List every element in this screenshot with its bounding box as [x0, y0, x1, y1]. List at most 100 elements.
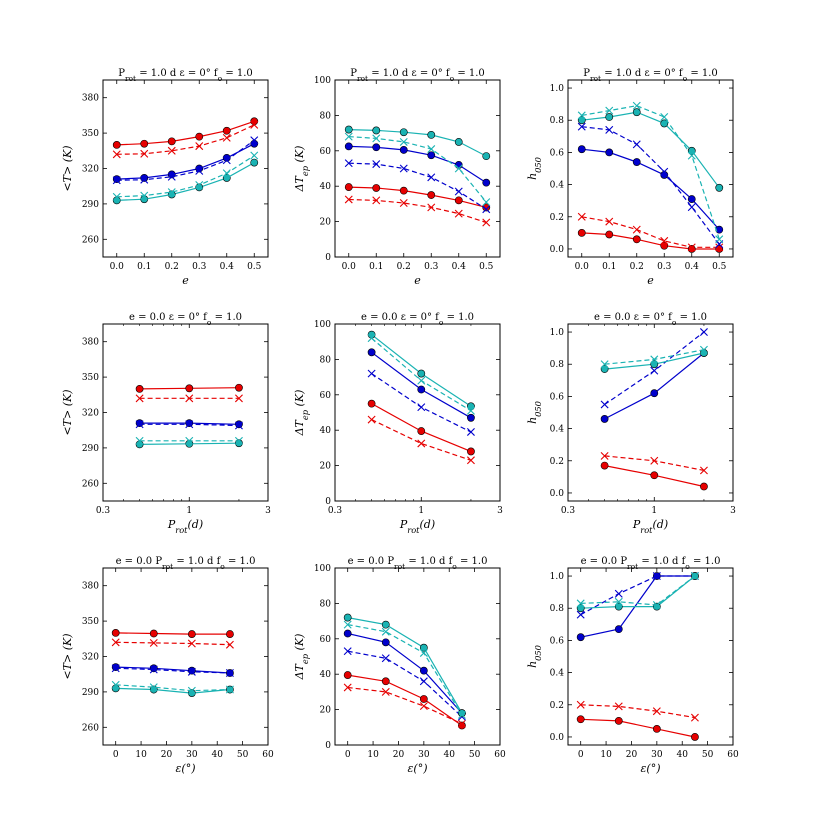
y-tick-label: 0.0	[550, 245, 565, 255]
x-tick-label: 0.0	[575, 262, 590, 272]
plot-frame	[102, 323, 269, 502]
data-point-circle	[652, 725, 661, 733]
data-point-x	[417, 376, 426, 385]
data-point-circle	[427, 191, 436, 199]
series-line-cyan-solid	[116, 162, 255, 201]
data-point-x	[111, 680, 120, 689]
data-point-x	[600, 451, 609, 460]
data-point-circle	[235, 383, 243, 392]
data-point-circle	[250, 117, 259, 126]
y-tick-label: 60	[320, 391, 332, 401]
data-point-x	[419, 677, 428, 686]
plot-frame	[102, 79, 269, 258]
data-point-x	[234, 421, 243, 430]
data-point-circle	[576, 633, 585, 642]
y-tick-label: 320	[82, 409, 99, 419]
x-tick-label: 0.3	[96, 506, 111, 516]
chart-title: e = 0.0 ε = 0° fo = 1.0	[361, 312, 474, 327]
data-point-circle	[367, 330, 376, 339]
data-point-x	[187, 667, 196, 676]
y-axis-label: <T> (K)	[61, 389, 74, 435]
y-tick-label: 320	[82, 165, 99, 175]
data-point-x	[195, 142, 204, 151]
x-tick-label: 50	[237, 750, 249, 760]
data-point-x	[614, 702, 623, 711]
data-point-circle	[427, 130, 436, 139]
data-point-circle	[135, 440, 144, 449]
data-point-x	[135, 436, 144, 445]
y-tick-label: 60	[320, 147, 332, 157]
x-tick-label: 20	[161, 750, 173, 760]
data-point-circle	[632, 108, 641, 117]
series-line-red-solid	[348, 186, 487, 208]
data-point-circle	[250, 139, 259, 148]
chart-panel-5: 0.3 1 3 0 20 40 60 80 100 e = 0.0 ε = 0° fo = 1.0…	[293, 312, 503, 535]
data-point-x	[605, 106, 614, 115]
data-point-x	[344, 159, 353, 168]
y-tick-label: 260	[82, 479, 99, 489]
x-tick-label: 60	[727, 750, 739, 760]
data-point-x	[482, 218, 491, 227]
series-line-red-dashed	[371, 419, 472, 461]
series-line-cyan-dashed	[580, 575, 696, 606]
series-line-cyan-solid	[348, 129, 487, 157]
x-tick-label: 40	[677, 750, 689, 760]
chart-panel-2: 0.0 0.1 0.2 0.3 0.4 0.5 0 20 40 60 80 100 Prot = 1.0…	[293, 68, 501, 287]
y-tick-label: 40	[320, 182, 332, 192]
chart-panel-9: 0 10 20 30 40 50 60 0.0 0.2 0.4 0.6 0.8 1.0 e = 0.0 P…	[526, 556, 739, 775]
data-point-circle	[343, 613, 352, 622]
y-tick-label: 260	[82, 235, 99, 245]
data-point-x	[650, 355, 659, 364]
data-point-x	[699, 345, 708, 354]
x-tick-label: 1	[651, 506, 657, 516]
y-tick-label: 1.0	[550, 328, 565, 338]
data-point-circle	[185, 384, 194, 393]
data-point-x	[650, 366, 659, 375]
data-point-x	[111, 664, 120, 673]
data-point-circle	[482, 152, 491, 161]
data-point-circle	[687, 195, 696, 203]
data-point-x	[399, 199, 408, 208]
y-tick-label: 290	[82, 444, 99, 454]
y-tick-label: 0.0	[550, 733, 565, 743]
data-point-circle	[454, 138, 463, 146]
series-line-cyan-solid	[347, 617, 463, 714]
y-tick-label: 0.8	[550, 604, 565, 614]
data-point-circle	[222, 174, 231, 182]
data-point-circle	[367, 399, 376, 408]
x-tick-label: 0.2	[630, 262, 644, 272]
series-group	[600, 328, 708, 491]
data-point-circle	[185, 419, 194, 428]
x-tick-label: 0.2	[397, 262, 411, 272]
series-line-red-dashed	[115, 641, 230, 646]
data-point-circle	[111, 684, 120, 693]
x-tick-label: 0.3	[657, 262, 672, 272]
data-point-x	[112, 150, 121, 159]
series-line-cyan-solid	[115, 687, 230, 694]
y-tick-label: 100	[314, 564, 331, 574]
y-tick-label: 40	[320, 426, 332, 436]
data-point-x	[167, 146, 176, 155]
series-line-cyan-dashed	[348, 136, 487, 203]
data-point-circle	[650, 389, 659, 398]
y-tick-label: 20	[320, 706, 332, 716]
data-point-circle	[343, 671, 352, 679]
data-point-circle	[652, 602, 661, 611]
data-point-x	[372, 196, 381, 205]
data-point-circle	[614, 716, 623, 725]
data-point-x	[577, 122, 586, 131]
y-tick-label: 100	[314, 320, 331, 330]
data-point-x	[112, 176, 121, 185]
x-tick-label: 30	[418, 750, 430, 760]
data-point-x	[112, 192, 121, 201]
data-point-circle	[576, 715, 585, 724]
data-point-circle	[149, 664, 158, 673]
series-line-red-dashed	[580, 704, 695, 719]
data-point-circle	[715, 183, 724, 192]
y-tick-label: 380	[82, 582, 99, 592]
data-point-circle	[344, 142, 353, 151]
series-line-blue-solid	[116, 143, 255, 180]
data-point-x	[690, 572, 699, 581]
data-point-x	[185, 420, 194, 429]
data-point-x	[632, 101, 641, 110]
